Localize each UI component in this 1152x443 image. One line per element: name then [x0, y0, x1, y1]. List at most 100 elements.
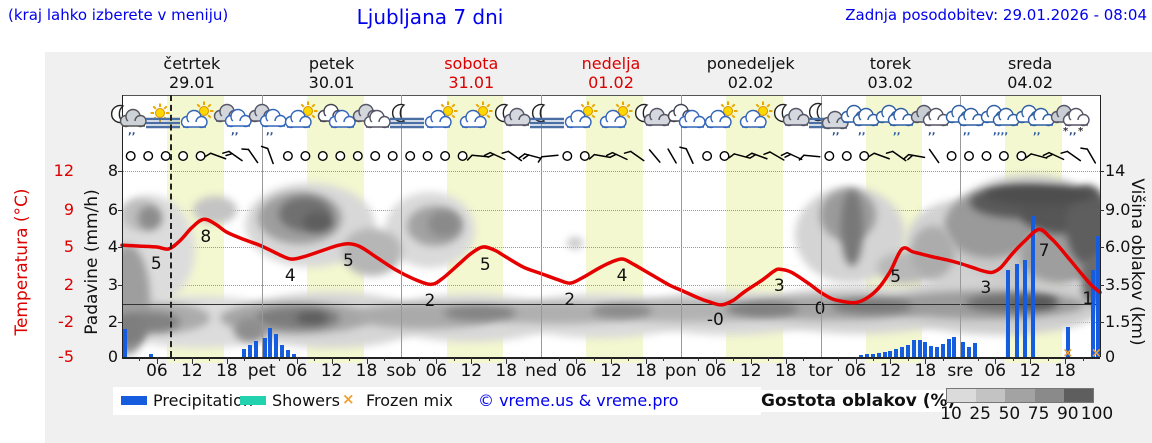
precipitation-bar	[253, 341, 258, 357]
wind-calm-icon	[317, 150, 328, 161]
svg-text:*: *	[1063, 126, 1069, 137]
weather-icon-moon-cloud	[494, 103, 531, 127]
temperature-value-label: 5	[890, 266, 902, 287]
precipitation-bar	[274, 334, 279, 357]
menu-hint: (kraj lahko izberete v meniju)	[8, 6, 229, 24]
wind-calm-icon	[282, 150, 293, 161]
day-abbr-label: tor	[808, 361, 833, 381]
x-tick	[174, 357, 176, 361]
day-separator	[820, 95, 822, 357]
temperature-value-label: 1	[1082, 288, 1094, 309]
wind-barb-icon	[903, 153, 926, 161]
precipitation-bar	[268, 328, 273, 357]
cloud-height-axis-title: Višina oblakov (km)	[1127, 178, 1147, 346]
temperature-value-label: 0	[815, 299, 826, 319]
hour-label: 06	[565, 361, 587, 381]
x-tick	[471, 357, 473, 364]
weather-icon-clouds-gray	[353, 103, 392, 129]
x-tick	[576, 357, 578, 364]
hour-label: 18	[914, 361, 937, 381]
cloud-blob	[444, 305, 516, 321]
svg-text:,,: ,,	[266, 126, 274, 137]
temp-tick-label: -5	[58, 347, 74, 366]
day-abbr-label: ned	[525, 361, 558, 381]
wind-calm-icon	[964, 150, 975, 161]
precip-tick-label: 0	[107, 347, 118, 366]
wind-barb-icon	[667, 148, 677, 164]
x-tick	[995, 357, 997, 364]
weather-icon-clouds	[318, 103, 357, 129]
wind-calm-icon	[195, 150, 206, 161]
cloud-density-legend-label: Gostota oblakov (%)	[756, 390, 961, 412]
cloud-height-tick-label: 0	[1105, 347, 1116, 366]
day-abbr-label: pet	[247, 361, 276, 381]
precipitation-bar	[888, 350, 893, 357]
weather-icon-cloud-gray-rain: ,,	[910, 104, 950, 137]
last-update: Zadnja posodobitev: 29.01.2026 - 08:04	[845, 6, 1147, 24]
hour-label: 06	[704, 361, 727, 381]
precipitation-bar	[1091, 269, 1095, 357]
cloud-height-tick-label: 14	[1105, 161, 1126, 180]
hour-label: 12	[460, 361, 483, 381]
wind-calm-icon	[981, 150, 992, 161]
wind-calm-icon	[352, 150, 363, 161]
day-name: sreda	[1007, 54, 1053, 73]
wind-barb-icon	[928, 148, 940, 164]
cloud-blob	[138, 206, 162, 230]
cloud-blob	[234, 318, 266, 342]
x-tick	[558, 357, 560, 361]
cloud-blob	[428, 211, 460, 237]
hour-label: 12	[600, 361, 622, 381]
x-tick	[191, 357, 193, 364]
weather-icon-sun-cloud	[459, 101, 493, 129]
wind-barb-icon	[867, 152, 890, 160]
showers-legend-label: Showers	[272, 391, 340, 410]
frozen-mix-icon: ×	[342, 390, 355, 408]
wind-calm-icon	[422, 150, 433, 161]
temperature-value-label: 5	[150, 254, 162, 274]
weather-icon-sun-cloud	[564, 101, 598, 129]
precipitation-bar	[1022, 260, 1027, 357]
frozen-mix-marker: ×	[1090, 346, 1102, 361]
x-tick	[1082, 357, 1084, 361]
zero-degree-line	[122, 304, 1100, 305]
weather-icon-sun-cloud	[704, 101, 738, 129]
legend-background	[113, 387, 761, 415]
cloud-blob	[841, 190, 863, 266]
day-separator	[680, 95, 682, 357]
x-tick	[907, 357, 909, 361]
wind-calm-icon	[998, 150, 1009, 161]
svg-text:,,: ,,	[231, 126, 239, 137]
x-tick	[349, 357, 351, 361]
wind-calm-icon	[841, 150, 852, 161]
y-tick-left	[118, 210, 122, 211]
precipitation-bar	[961, 342, 966, 357]
copyright-link[interactable]: © vreme.us & vreme.pro	[478, 391, 679, 410]
colorbar-tick-label: 10	[940, 404, 962, 424]
colorbar-segment	[976, 389, 1006, 402]
day-name: ponedeljek	[706, 54, 795, 73]
wind-calm-icon	[178, 150, 189, 161]
wind-barb-icon	[763, 151, 785, 161]
wind-barb-icon	[466, 154, 489, 161]
day-date: 31.01	[448, 73, 495, 92]
x-tick	[733, 357, 735, 361]
wind-calm-icon	[300, 150, 311, 161]
weather-icon-sun-cloud	[424, 101, 458, 129]
wind-barb-icon	[260, 145, 274, 165]
x-tick	[523, 357, 525, 361]
day-separator	[261, 95, 263, 357]
temp-tick-label: 9	[63, 200, 74, 219]
day-separator	[401, 95, 403, 357]
colorbar-segment	[947, 389, 977, 402]
precipitation-bar	[291, 354, 296, 357]
wind-barb-icon	[623, 150, 645, 162]
precip-tick-label: 4	[107, 237, 118, 256]
weather-icon-moon-fog-drizzle: ,,	[809, 102, 850, 137]
temperature-axis-title: Temperatura (°C)	[12, 188, 32, 336]
x-tick	[418, 357, 420, 361]
x-tick	[209, 357, 211, 361]
cloud-blob	[567, 237, 583, 249]
